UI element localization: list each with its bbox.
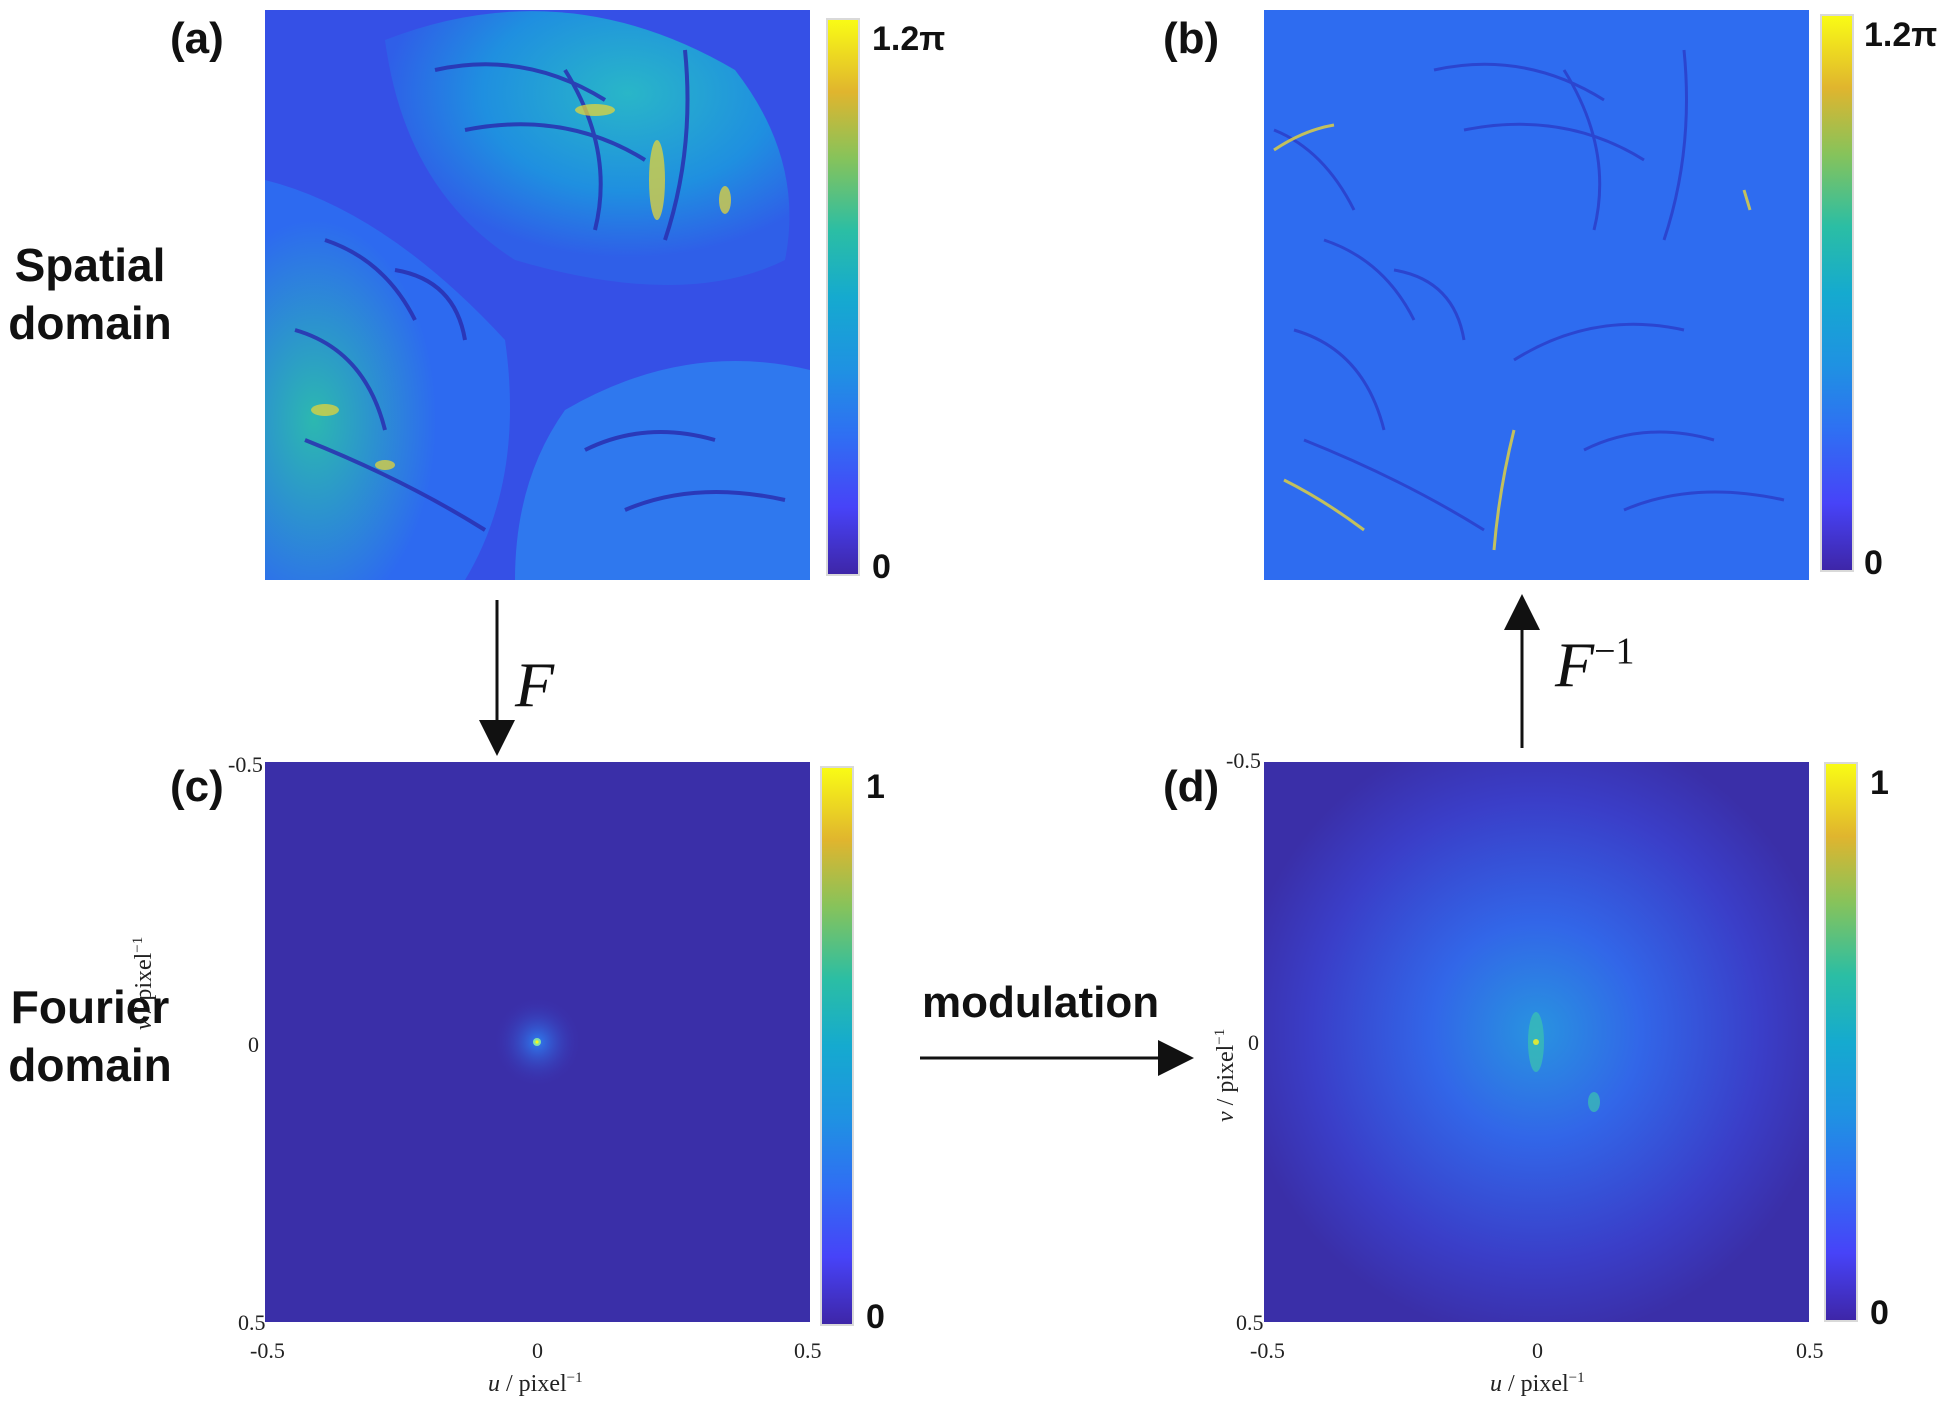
row-label-fourier-line1: Fourier (10, 981, 170, 1033)
c-y-tick-top: -0.5 (228, 752, 263, 777)
fourier-spectrum-image-c (265, 762, 810, 1322)
d-x-tick-right: 0.5 (1796, 1338, 1824, 1363)
colorbar-a (826, 18, 860, 576)
d-x-axis-exp: −1 (1568, 1370, 1585, 1386)
c-x-axis-unit: / pixel (500, 1371, 567, 1397)
d-y-tick-top: -0.5 (1226, 748, 1261, 773)
fourier-operator-label: F (515, 649, 555, 720)
c-y-tick-bottom: 0.5 (238, 1310, 266, 1335)
row-label-spatial: Spatial domain (0, 236, 185, 352)
modulation-label: modulation (922, 978, 1160, 1027)
panel-letter-a: (a) (170, 14, 224, 63)
spatial-phase-image-a (265, 10, 810, 580)
colorbar-a-max-label: 1.2π (872, 20, 946, 58)
inverse-operator-exp: −1 (1594, 630, 1635, 673)
d-x-axis-title: u / pixel−1 (1490, 1370, 1585, 1398)
colorbar-d-max-label: 1 (1870, 764, 1889, 802)
c-x-tick-mid: 0 (532, 1338, 543, 1363)
d-x-axis-unit: / pixel (1502, 1371, 1569, 1397)
colorbar-c-min-label: 0 (866, 1298, 885, 1336)
panel-letter-b: (b) (1163, 14, 1220, 63)
d-x-tick-mid: 0 (1532, 1338, 1543, 1363)
c-x-tick-left: -0.5 (250, 1338, 285, 1363)
c-x-axis-title: u / pixel−1 (488, 1370, 583, 1398)
fourier-spectrum-image-d (1264, 762, 1809, 1322)
c-x-axis-exp: −1 (566, 1370, 583, 1386)
colorbar-b-min-label: 0 (1864, 544, 1883, 582)
colorbar-b-max-label: 1.2π (1864, 16, 1938, 54)
c-y-tick-mid: 0 (248, 1032, 259, 1057)
panel-letter-c: (c) (170, 762, 224, 811)
colorbar-c (820, 766, 854, 1326)
colorbar-d (1824, 762, 1858, 1322)
d-x-tick-left: -0.5 (1250, 1338, 1285, 1363)
c-x-tick-right: 0.5 (794, 1338, 822, 1363)
row-label-spatial-line2: domain (8, 297, 172, 349)
colorbar-d-min-label: 0 (1870, 1294, 1889, 1332)
colorbar-a-min-label: 0 (872, 548, 891, 586)
colorbar-c-max-label: 1 (866, 768, 885, 806)
d-y-tick-mid: 0 (1248, 1030, 1259, 1055)
c-x-axis-var: u (488, 1371, 500, 1397)
inverse-operator-symbol: F (1555, 629, 1595, 700)
spatial-phase-image-b (1264, 10, 1809, 580)
row-label-spatial-line1: Spatial (14, 239, 166, 291)
inverse-fourier-operator-label: F−1 (1555, 628, 1635, 702)
row-label-fourier: Fourier domain (0, 978, 185, 1094)
row-label-fourier-line2: domain (8, 1039, 172, 1091)
panel-letter-d: (d) (1163, 762, 1220, 811)
d-x-axis-var: u (1490, 1371, 1502, 1397)
colorbar-b (1820, 14, 1854, 572)
d-y-tick-bottom: 0.5 (1236, 1310, 1264, 1335)
